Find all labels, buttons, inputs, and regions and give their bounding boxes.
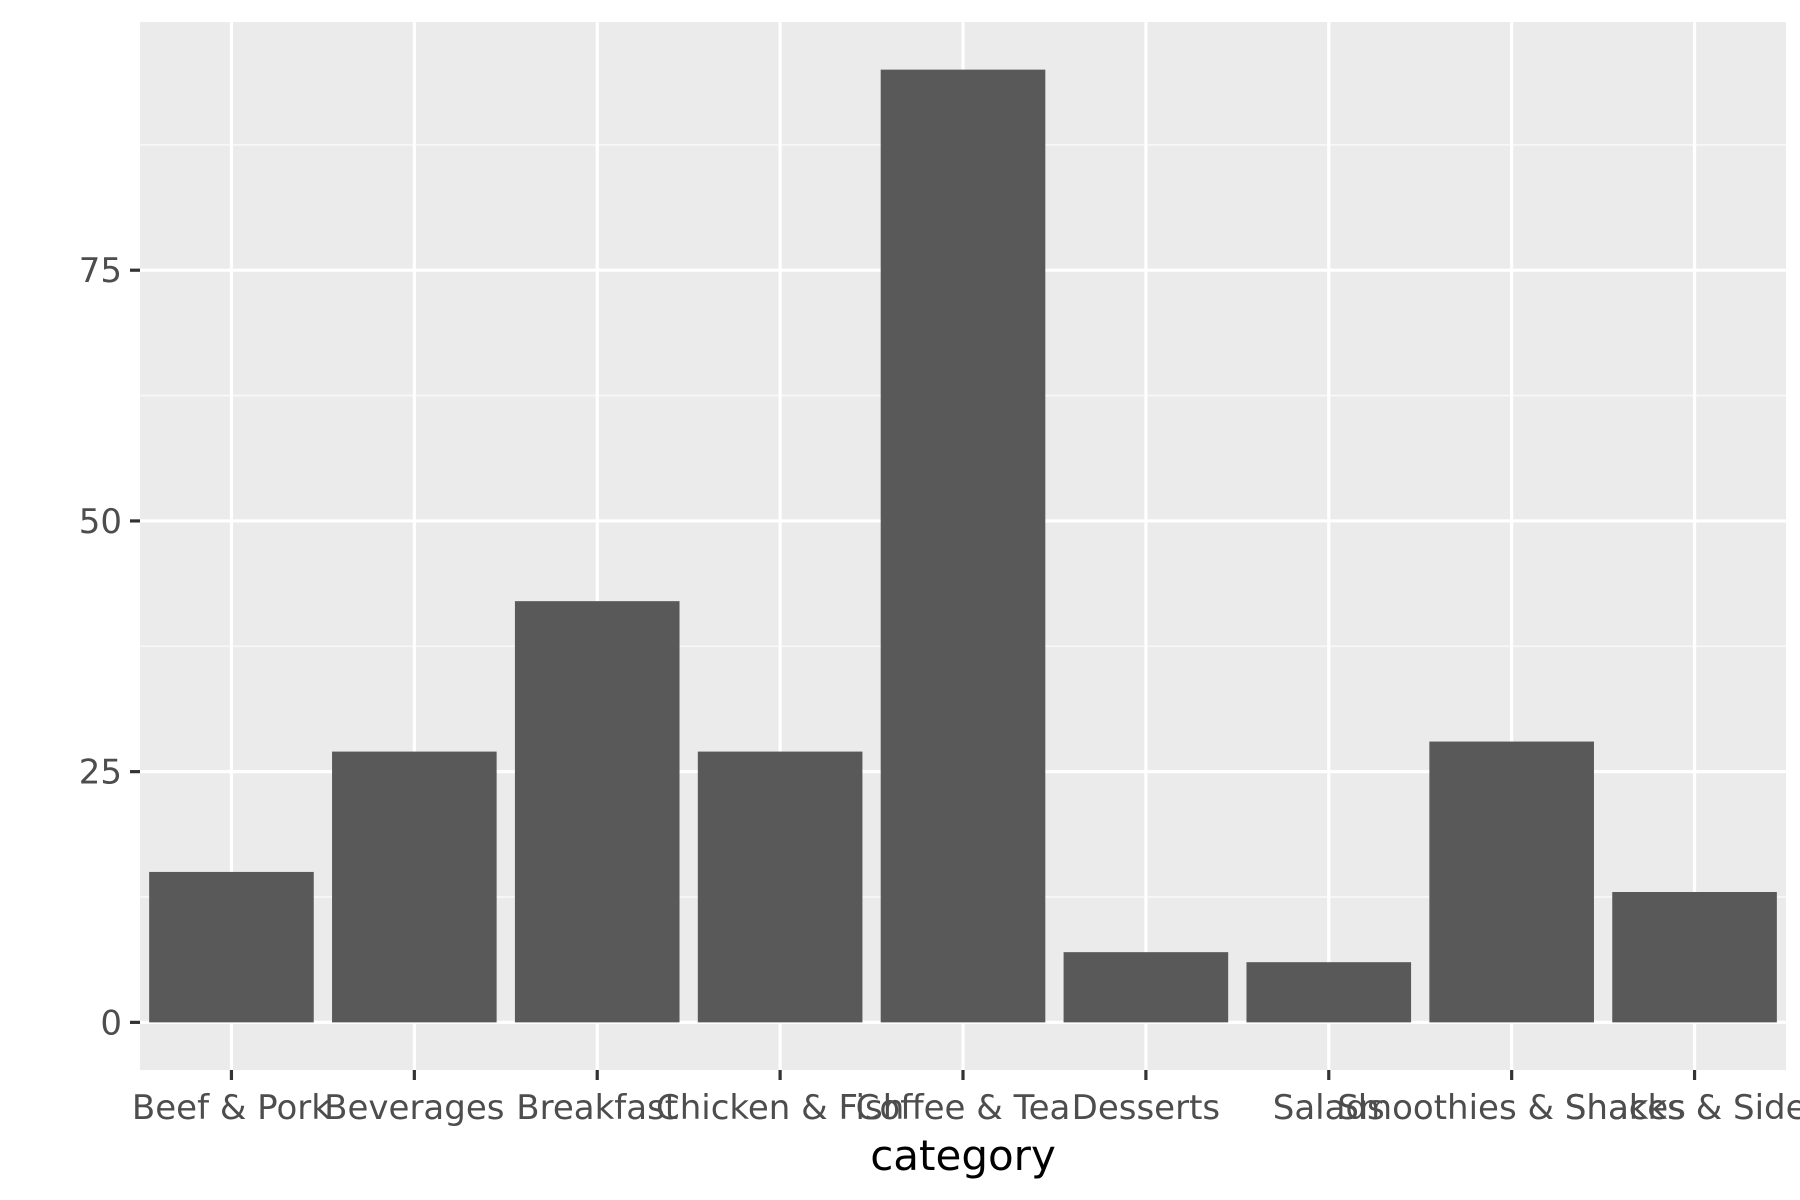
bar [697,751,863,1023]
x-tick-label: Salads [1273,1088,1385,1128]
bar [1063,952,1229,1023]
x-tick-label: Chicken & Fish [656,1088,904,1128]
bar [514,601,680,1023]
x-tick-label: Beef & Pork [132,1088,331,1128]
x-tick-label: Beverages [324,1088,504,1128]
bar [880,69,1046,1023]
y-axis: 0 25 50 75 [79,251,140,1043]
y-tick-label: 75 [79,251,122,291]
x-tick-label: Smoothies & Shakes [1337,1088,1685,1128]
bar [1246,962,1412,1023]
y-tick-label: 50 [79,502,122,542]
x-tick-label: Breakfast [516,1088,678,1128]
bar [149,871,314,1023]
y-tick-label: 25 [79,753,122,793]
bars [149,69,1777,1023]
bar [332,751,497,1023]
bar [1429,741,1594,1023]
x-tick-label: Snacks & Sides [1565,1088,1800,1128]
y-tick-label: 0 [100,1003,122,1043]
x-tick-label: Desserts [1072,1088,1220,1128]
bar [1612,891,1777,1023]
x-axis-title: category [870,1131,1056,1180]
x-tick-label: Coffee & Tea [856,1088,1071,1128]
